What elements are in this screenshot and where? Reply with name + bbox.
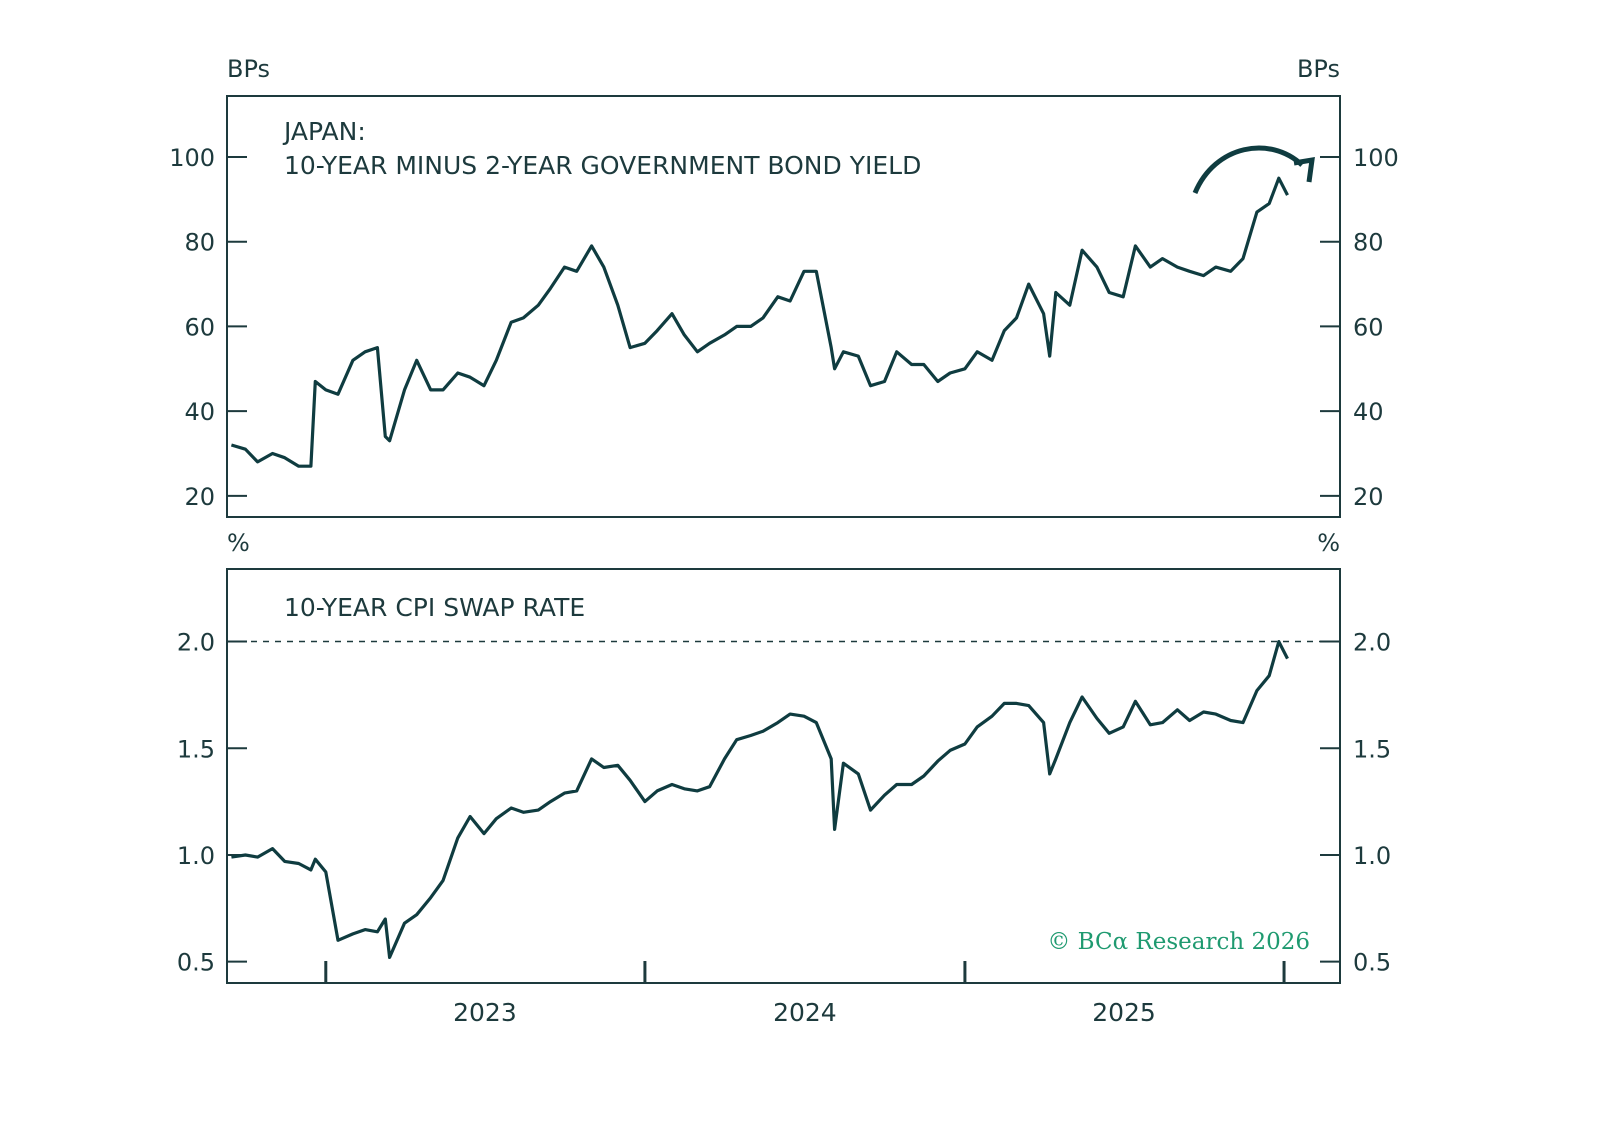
bottom-unit-left: % [227, 529, 250, 557]
y-tick-label-right: 1.5 [1353, 735, 1391, 763]
curved-arrow-down-icon [1192, 145, 1315, 194]
y-tick-label-right: 1.0 [1353, 842, 1391, 870]
y-tick-label-right: 80 [1353, 229, 1384, 257]
top-y-ticks: 20 20 40 40 60 60 80 80 100 100 [169, 144, 1399, 511]
top-unit-left: BPs [227, 55, 270, 83]
y-tick-label-right: 40 [1353, 398, 1384, 426]
y-tick-label-left: 0.5 [177, 949, 215, 977]
y-tick-label-right: 0.5 [1353, 949, 1391, 977]
y-tick-label-left: 100 [169, 144, 215, 172]
y-tick-label-left: 2.0 [177, 629, 215, 657]
bottom-title: 10-YEAR CPI SWAP RATE [284, 593, 585, 622]
top-panel-frame [226, 95, 1341, 518]
bottom-y-ticks: 0.5 0.5 1.0 1.0 1.5 1.5 2.0 2.0 [177, 629, 1391, 977]
top-title-line2: 10-YEAR MINUS 2-YEAR GOVERNMENT BOND YIE… [284, 151, 921, 180]
top-panel: BPs BPs JAPAN: 10-YEAR MINUS 2-YEAR GOVE… [169, 55, 1399, 518]
x-tick-label: 2025 [1092, 998, 1156, 1027]
top-series-line [230, 176, 1289, 468]
y-tick-label-right: 100 [1353, 144, 1399, 172]
y-tick-label-left: 1.5 [177, 735, 215, 763]
y-tick-label-left: 60 [184, 313, 215, 341]
y-tick-label-left: 40 [184, 398, 215, 426]
y-tick-label-left: 80 [184, 229, 215, 257]
bottom-series-line [231, 640, 1289, 959]
y-tick-label-right: 60 [1353, 313, 1384, 341]
x-axis-ticks: 2023 2024 2025 [324, 961, 1286, 1027]
top-title-line1: JAPAN: [282, 117, 366, 146]
bottom-unit-right: % [1317, 529, 1340, 557]
bottom-panel: % % 10-YEAR CPI SWAP RATE 0.5 0.5 1.0 1.0 1.… [177, 529, 1391, 1027]
y-tick-label-right: 20 [1353, 483, 1384, 511]
bottom-panel-frame [226, 568, 1341, 984]
copyright-text: © BCα Research 2026 [1047, 929, 1310, 955]
top-unit-right: BPs [1297, 55, 1340, 83]
y-tick-label-left: 1.0 [177, 842, 215, 870]
y-tick-label-right: 2.0 [1353, 629, 1391, 657]
x-tick-label: 2023 [453, 998, 517, 1027]
y-tick-label-left: 20 [184, 483, 215, 511]
x-tick-label: 2024 [773, 998, 837, 1027]
